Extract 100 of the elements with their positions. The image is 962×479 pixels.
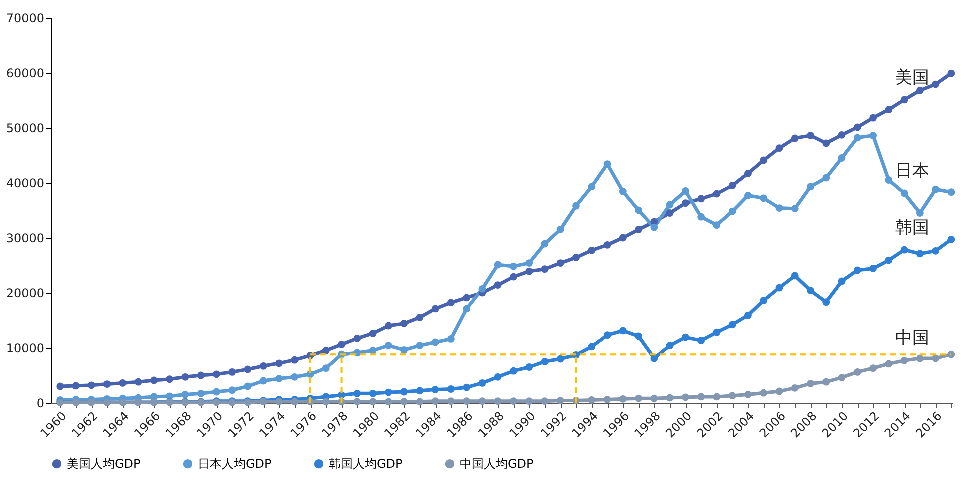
point	[728, 321, 736, 329]
point	[416, 314, 424, 322]
point	[838, 374, 846, 382]
point	[400, 320, 408, 328]
point	[432, 338, 440, 346]
point	[526, 268, 534, 276]
point	[916, 354, 924, 362]
point	[744, 312, 752, 320]
y-tick-label: 60000	[6, 66, 44, 80]
point	[682, 394, 690, 402]
point	[635, 226, 642, 234]
point	[900, 190, 908, 198]
point	[494, 373, 502, 381]
point	[713, 328, 721, 336]
y-tick-label: 10000	[6, 342, 44, 356]
annotation: 日本	[896, 161, 930, 182]
point	[400, 398, 408, 406]
point	[588, 246, 596, 254]
point	[713, 190, 721, 198]
point	[541, 266, 549, 274]
point	[791, 384, 799, 392]
point	[885, 256, 893, 264]
point	[854, 266, 862, 274]
point	[244, 382, 252, 390]
point	[588, 183, 596, 191]
point	[807, 380, 814, 388]
point	[776, 284, 784, 292]
point	[854, 368, 862, 376]
point	[369, 398, 377, 406]
point	[478, 398, 486, 406]
point	[822, 174, 830, 182]
point	[744, 192, 752, 200]
point	[807, 132, 814, 140]
point	[698, 213, 706, 221]
point	[650, 394, 658, 402]
point	[822, 140, 830, 148]
point	[682, 334, 690, 342]
point	[322, 364, 330, 372]
point	[463, 305, 471, 313]
point	[463, 294, 471, 302]
point	[526, 364, 534, 371]
point	[322, 398, 330, 406]
point	[244, 366, 252, 374]
point	[932, 186, 940, 194]
point	[432, 398, 440, 406]
point	[713, 393, 721, 401]
point	[494, 261, 502, 269]
point	[182, 391, 190, 398]
point	[197, 390, 205, 398]
point	[604, 241, 612, 249]
point	[776, 144, 784, 152]
point	[291, 398, 299, 406]
point	[291, 373, 299, 381]
point	[776, 204, 784, 212]
point	[369, 330, 377, 338]
point	[822, 378, 830, 386]
point	[56, 382, 64, 390]
point	[369, 390, 377, 398]
point	[791, 272, 799, 280]
point	[447, 398, 455, 406]
point	[728, 208, 736, 216]
point	[416, 387, 424, 395]
point	[150, 376, 158, 384]
point	[556, 226, 564, 234]
point	[650, 224, 658, 232]
point	[354, 398, 362, 406]
annotation: 中国	[896, 328, 930, 349]
point	[228, 368, 236, 376]
point	[447, 336, 455, 343]
legend-label: 韩国人均GDP	[329, 457, 403, 472]
point	[776, 388, 784, 396]
point	[72, 382, 80, 390]
point	[604, 160, 612, 168]
y-tick-label: 40000	[6, 176, 44, 190]
point	[635, 206, 642, 214]
point	[948, 236, 956, 244]
point	[932, 354, 940, 362]
point	[276, 375, 283, 382]
legend-label: 美国人均GDP	[67, 457, 141, 472]
point	[760, 389, 768, 397]
point	[510, 367, 518, 375]
point	[588, 343, 596, 351]
point	[510, 398, 518, 406]
point	[900, 96, 908, 104]
point	[838, 154, 846, 162]
y-tick-label: 30000	[6, 232, 44, 246]
point	[948, 350, 956, 358]
point	[650, 354, 658, 362]
point	[791, 134, 799, 142]
point	[291, 356, 299, 364]
point	[478, 380, 486, 387]
point	[134, 378, 142, 386]
point	[619, 234, 627, 242]
point	[885, 360, 893, 368]
point	[432, 386, 440, 394]
point	[619, 327, 627, 335]
point	[588, 396, 596, 404]
point	[384, 342, 392, 350]
point	[885, 106, 893, 114]
point	[400, 388, 408, 396]
